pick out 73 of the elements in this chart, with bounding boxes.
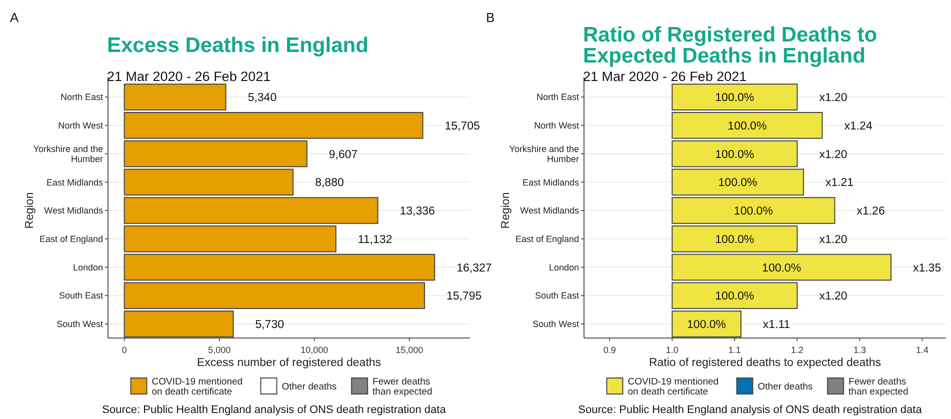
data-label: x1.20 xyxy=(819,92,848,104)
y-tick-label: East of England xyxy=(515,234,579,244)
chart-title: Excess Deaths in England xyxy=(107,34,368,57)
y-tick-label: Yorkshire and the Humber xyxy=(33,144,103,164)
y-tick-label: East of England xyxy=(39,234,103,244)
y-tick-label: South East xyxy=(534,290,580,301)
data-label: x1.21 xyxy=(825,177,854,190)
y-tick-label: North West xyxy=(534,120,580,131)
text: B xyxy=(486,10,495,25)
x-tick-label: 1.4 xyxy=(916,345,928,355)
y-tick-label: London xyxy=(72,262,103,272)
y-tick-label: North West xyxy=(58,120,104,131)
y-tick-label: North East xyxy=(60,92,104,102)
annotation: 100.0% xyxy=(734,206,773,218)
x-tick-label: 0.9 xyxy=(603,345,616,355)
annotation: 100.0% xyxy=(715,234,754,246)
y-axis-title: Region xyxy=(24,192,36,229)
annotation: 100.0% xyxy=(718,177,758,190)
chart-subtitle: 21 Mar 2020 - 26 Feb 2021 xyxy=(107,69,271,84)
y-tick-label: Yorkshire and the Humber xyxy=(509,144,579,164)
source-note: Source: Public Health England analysis of ONS death registration data xyxy=(578,404,923,416)
data-label: x1.20 xyxy=(819,234,848,246)
annotation: 100.0% xyxy=(762,262,802,274)
data-label: 16,327 xyxy=(456,262,492,274)
legend-label: COVID-19 mentioned on death certificate xyxy=(152,376,243,398)
data-label: x1.20 xyxy=(819,148,848,161)
data-label: 15,795 xyxy=(446,290,482,303)
data-label: 11,132 xyxy=(358,234,392,246)
data-label: 9,607 xyxy=(328,148,358,161)
annotation: 100.0% xyxy=(715,290,754,303)
y-tick-label: South West xyxy=(532,319,580,330)
x-tick-label: 10,000 xyxy=(300,345,328,355)
data-label: x1.11 xyxy=(762,318,790,331)
legend-label: Other deaths xyxy=(758,381,813,392)
annotation: 100.0% xyxy=(728,120,767,132)
y-tick-label: West Midlands xyxy=(520,206,580,216)
y-tick-label: North East xyxy=(536,92,580,102)
data-label: x1.26 xyxy=(856,206,885,218)
legend-label: COVID-19 mentioned on death certificate xyxy=(628,376,719,398)
chart-subtitle: 21 Mar 2020 - 26 Feb 2021 xyxy=(583,69,747,84)
legend-label: Fewer deaths than expected xyxy=(848,376,908,398)
data-label: x1.20 xyxy=(819,290,848,303)
data-label: 8,880 xyxy=(315,177,344,190)
x-tick-label: 15,000 xyxy=(396,345,424,355)
annotation: 100.0% xyxy=(715,148,754,161)
data-label: 5,730 xyxy=(255,318,284,331)
x-axis-title: Excess number of registered deaths xyxy=(196,357,382,369)
chart-title: Ratio of Registered Deaths to Expected Deaths in England xyxy=(583,24,878,68)
data-label: 15,705 xyxy=(444,120,480,132)
annotation: 100.0% xyxy=(715,92,754,104)
source-note: Source: Public Health England analysis of ONS death registration data xyxy=(102,404,447,416)
data-label: 5,340 xyxy=(248,92,277,104)
legend-label: Other deaths xyxy=(282,381,337,392)
text: A xyxy=(10,10,19,25)
data-label: 13,336 xyxy=(400,206,435,218)
x-tick-label: 1.2 xyxy=(790,345,804,355)
data-label: x1.35 xyxy=(912,262,942,274)
y-tick-label: South West xyxy=(56,319,104,330)
x-tick-label: 1.0 xyxy=(666,345,678,355)
y-tick-label: London xyxy=(548,262,579,272)
annotation: 100.0% xyxy=(687,318,726,331)
x-axis-title: Ratio of registered deaths to expected deaths xyxy=(648,357,882,369)
y-tick-label: South East xyxy=(58,290,104,301)
y-tick-label: East Midlands xyxy=(522,177,580,188)
y-tick-label: East Midlands xyxy=(46,177,104,188)
data-label: x1.24 xyxy=(844,120,873,132)
y-tick-label: West Midlands xyxy=(44,206,104,216)
x-tick-label: 0 xyxy=(122,345,127,355)
x-tick-label: 5,000 xyxy=(208,345,231,355)
y-axis-title: Region xyxy=(500,192,512,229)
x-tick-label: 1.1 xyxy=(728,345,741,355)
legend-label: Fewer deaths than expected xyxy=(372,376,432,398)
x-tick-label: 1.3 xyxy=(853,345,866,355)
